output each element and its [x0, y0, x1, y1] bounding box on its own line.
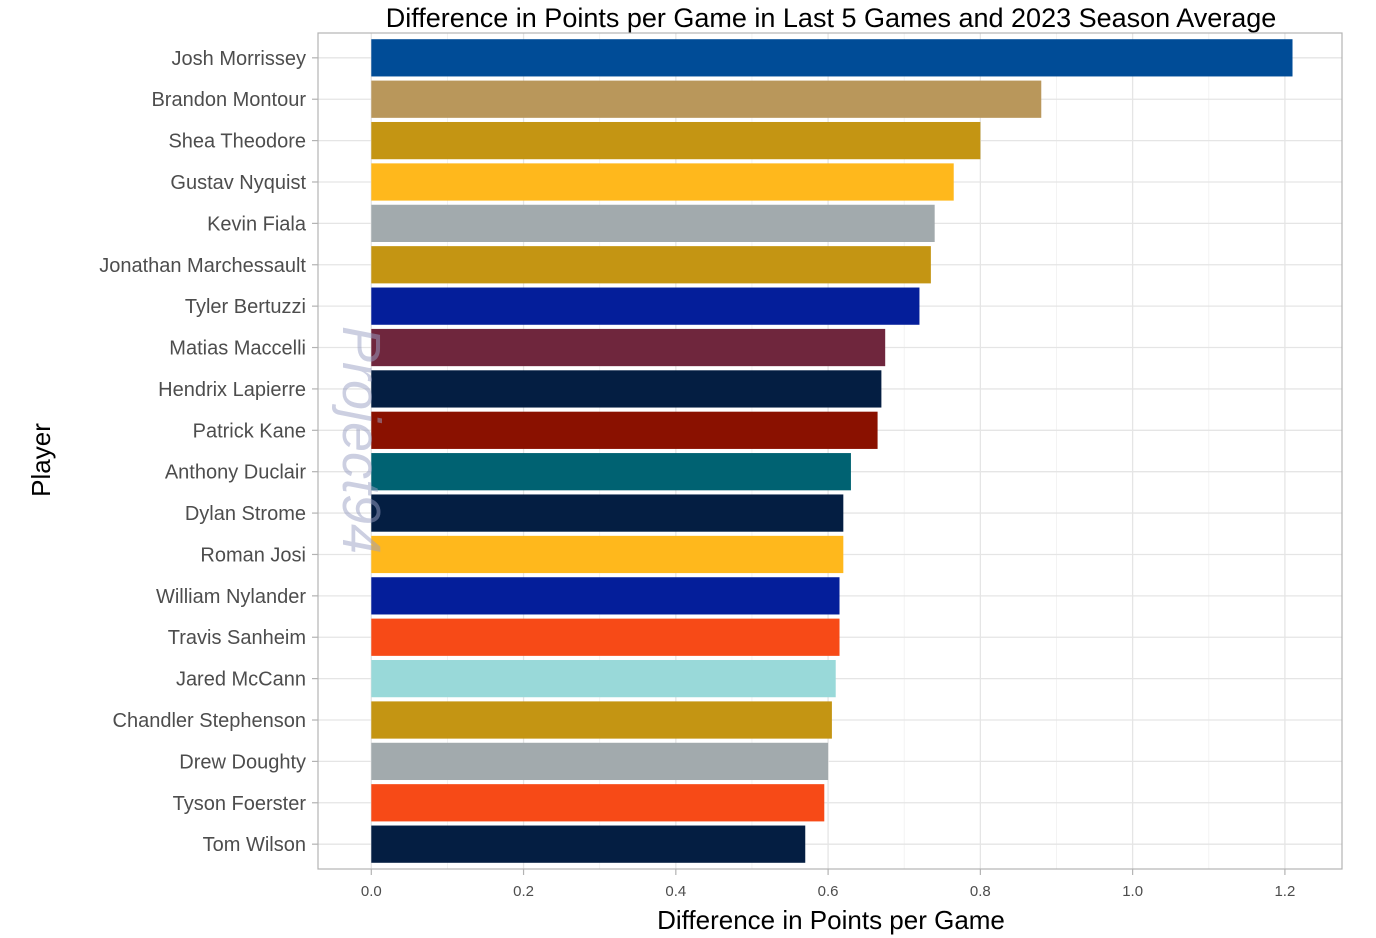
bar [371, 411, 878, 449]
bar [371, 453, 851, 491]
bar [371, 204, 935, 242]
x-axis-ticks: 0.0 0.2 0.4 0.6 0.8 1.0 1.2 [361, 869, 1295, 900]
bar [371, 246, 931, 284]
x-tick-label: 0.6 [818, 883, 839, 900]
chart-title: Difference in Points per Game in Last 5 … [386, 3, 1277, 33]
y-tick-label: Gustav Nyquist [170, 172, 306, 194]
y-axis-title: Player [26, 423, 56, 497]
y-tick-label: Tyler Bertuzzi [185, 296, 306, 318]
y-tick-label: Jonathan Marchessault [99, 255, 306, 277]
y-tick-label: Patrick Kane [193, 420, 306, 442]
y-tick-label: Tom Wilson [203, 834, 306, 856]
y-tick-label: William Nylander [156, 586, 306, 608]
y-tick-label: Shea Theodore [168, 131, 306, 153]
y-tick-label: Dylan Strome [185, 503, 306, 525]
bar [371, 825, 806, 863]
y-tick-label: Josh Morrissey [172, 48, 306, 70]
y-tick-label: Travis Sanheim [168, 627, 306, 649]
bar [371, 163, 954, 201]
bar [371, 784, 825, 822]
y-tick-label: Hendrix Lapierre [158, 379, 306, 401]
bar [371, 80, 1042, 118]
y-axis-ticks: Josh Morrissey Brandon Montour Shea Theodo… [99, 48, 318, 856]
bar [371, 535, 844, 574]
y-tick-label: Anthony Duclair [165, 462, 307, 484]
y-tick-label: Drew Doughty [179, 751, 306, 773]
plot-panel-border [317, 32, 1343, 870]
bar [371, 618, 840, 656]
y-tick-label: Brandon Montour [151, 89, 306, 111]
y-tick-label: Roman Josi [200, 544, 306, 566]
y-tick-label: Tyson Foerster [173, 793, 307, 815]
bar [371, 577, 840, 615]
bar [371, 39, 1293, 77]
watermark: Project94 [331, 326, 391, 554]
bar [371, 328, 886, 367]
x-tick-label: 0.4 [665, 883, 686, 900]
bar [371, 701, 832, 739]
bar [371, 370, 882, 408]
bar [371, 287, 920, 325]
y-tick-label: Matias Maccelli [169, 338, 306, 360]
x-axis-title: Difference in Points per Game [657, 905, 1005, 935]
x-tick-label: 0.2 [513, 883, 534, 900]
bars [371, 39, 1293, 863]
x-tick-label: 1.2 [1274, 883, 1295, 900]
x-tick-label: 1.0 [1122, 883, 1143, 900]
bar [371, 742, 829, 781]
y-tick-label: Jared McCann [176, 669, 306, 691]
x-tick-label: 0.8 [970, 883, 991, 900]
y-tick-label: Chandler Stephenson [113, 710, 306, 732]
bar [371, 121, 981, 160]
y-tick-label: Kevin Fiala [207, 213, 307, 235]
bar [371, 660, 836, 698]
bar [371, 494, 844, 532]
x-tick-label: 0.0 [361, 883, 382, 900]
